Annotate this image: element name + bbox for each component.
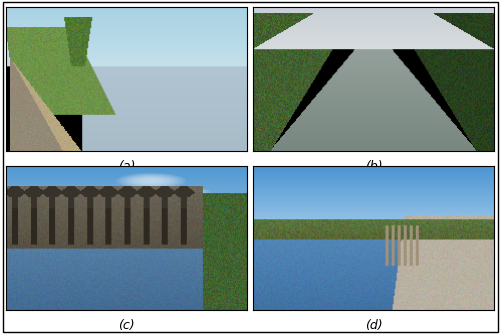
Text: (a): (a) (118, 160, 135, 173)
Text: (d): (d) (364, 319, 382, 332)
Text: (b): (b) (364, 160, 382, 173)
Text: (c): (c) (118, 319, 135, 332)
